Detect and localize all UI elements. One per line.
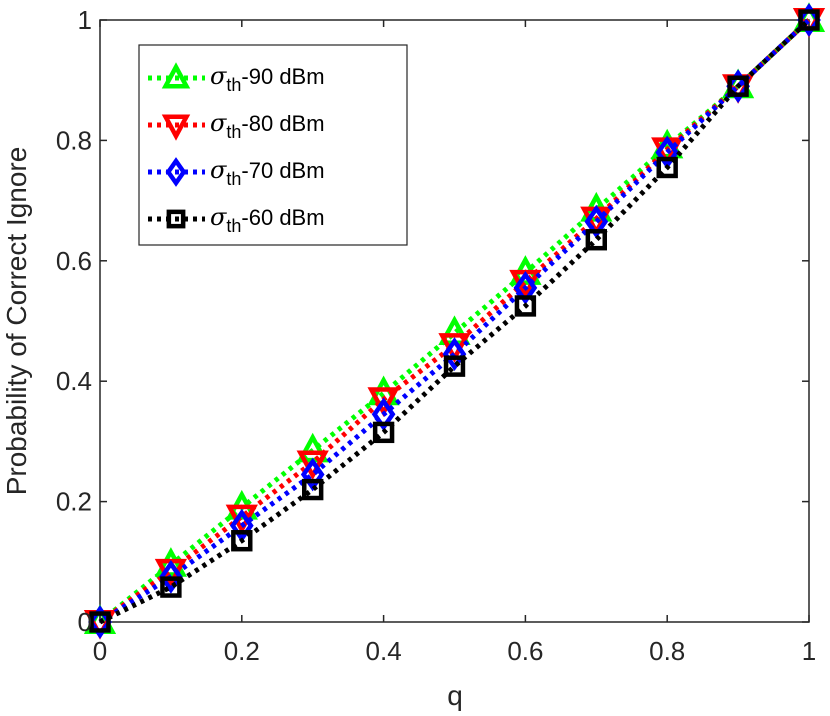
y-tick-label: 0.2 (56, 487, 92, 517)
x-tick-label: 0.2 (224, 636, 260, 666)
legend-label: σth-60 dBm (210, 203, 325, 236)
axis-ticks (99, 19, 810, 623)
square-marker (231, 530, 253, 552)
y-tick-label: 0.8 (56, 125, 92, 155)
square-marker (302, 478, 324, 501)
triangle-down-marker (367, 387, 400, 417)
square-marker (656, 156, 678, 179)
legend-subscript: th (226, 75, 241, 95)
square-marker (160, 576, 182, 598)
square-marker (727, 75, 749, 97)
diamond-marker (159, 559, 183, 594)
x-tick-label: 0.6 (507, 636, 543, 666)
y-tick-label: 1 (78, 5, 92, 35)
legend-entry: σth-80 dBm (148, 109, 325, 142)
triangle-up-marker (161, 62, 191, 89)
y-tick-label: 0.4 (56, 366, 92, 396)
legend-series-name: -80 dBm (241, 111, 324, 136)
legend-label: σth-80 dBm (210, 109, 325, 142)
x-tick-label: 1 (802, 636, 816, 666)
series-square (89, 9, 820, 633)
legend-swatch (148, 114, 205, 141)
legend-label: σth-70 dBm (210, 156, 325, 189)
legend-entry: σth-70 dBm (148, 156, 325, 189)
diamond-marker (584, 204, 609, 239)
legend-entry: σth-60 dBm (148, 203, 325, 236)
x-tick-label: 0.4 (366, 636, 402, 666)
y-tick-labels: 0 0.2 0.4 0.6 0.8 1 (56, 5, 92, 637)
diamond-marker (797, 3, 821, 37)
y-axis-label: Probability of Correct Ignore (1, 147, 32, 496)
diamond-marker (165, 157, 187, 187)
legend-swatch (148, 62, 205, 89)
legend-sigma: σ (210, 62, 227, 90)
series-line (98, 18, 811, 625)
diamond-marker (726, 69, 750, 104)
square-marker (443, 355, 466, 377)
series-layer (83, 2, 826, 640)
legend-series-name: -90 dBm (241, 64, 324, 89)
diamond-marker (442, 337, 467, 372)
square-marker (89, 611, 111, 633)
diamond-marker (371, 397, 396, 432)
triangle-down-marker (161, 114, 191, 141)
diamond-marker (513, 270, 538, 305)
y-tick-label: 0.6 (56, 246, 92, 276)
legend-sigma: σ (210, 203, 227, 231)
legend-label: σth-90 dBm (210, 62, 325, 95)
diamond-marker (88, 605, 112, 639)
legend-sigma: σ (210, 156, 227, 184)
series-line (98, 18, 811, 625)
square-marker (166, 209, 186, 229)
square-marker (514, 295, 537, 317)
square-marker (372, 421, 395, 444)
legend: σth-90 dBm σth-80 dBm σth-70 dBm σth-60 … (138, 44, 408, 246)
legend-sigma: σ (210, 109, 227, 137)
legend-subscript: th (226, 169, 241, 189)
legend-swatch (148, 209, 205, 229)
legend-series-name: -70 dBm (241, 158, 324, 183)
legend-subscript: th (226, 216, 241, 236)
square-marker (585, 229, 607, 251)
x-tick-labels: 0 0.2 0.4 0.6 0.8 1 (93, 636, 816, 666)
y-tick-label: 0 (78, 607, 92, 637)
legend-swatch (148, 157, 205, 187)
legend-entries: σth-90 dBm σth-80 dBm σth-70 dBm σth-60 … (148, 62, 325, 236)
legend-subscript: th (226, 122, 241, 142)
series-line (98, 18, 811, 625)
x-axis-label: q (447, 680, 463, 711)
legend-entry: σth-90 dBm (148, 62, 325, 95)
square-marker (798, 9, 820, 31)
triangle-down-marker (296, 450, 329, 481)
x-tick-label: 0.8 (649, 636, 685, 666)
x-tick-label: 0 (93, 636, 107, 666)
legend-series-name: -60 dBm (241, 205, 324, 230)
